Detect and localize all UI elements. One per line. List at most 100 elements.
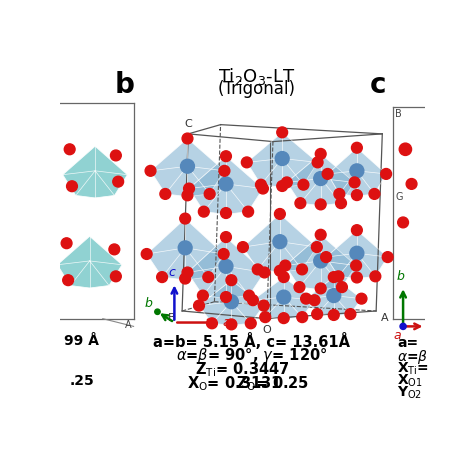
Circle shape xyxy=(182,133,193,144)
Circle shape xyxy=(220,151,231,162)
Circle shape xyxy=(241,157,252,168)
Circle shape xyxy=(274,265,285,276)
Circle shape xyxy=(311,242,322,253)
Polygon shape xyxy=(188,237,264,299)
Circle shape xyxy=(406,179,417,189)
Polygon shape xyxy=(151,138,225,197)
Text: $\alpha$=$\beta$: $\alpha$=$\beta$ xyxy=(397,348,428,366)
Circle shape xyxy=(259,267,270,278)
Text: b: b xyxy=(114,71,134,99)
Polygon shape xyxy=(285,235,356,290)
Polygon shape xyxy=(243,214,317,272)
Polygon shape xyxy=(306,277,362,316)
Circle shape xyxy=(145,165,156,176)
Circle shape xyxy=(207,318,218,328)
Polygon shape xyxy=(189,156,263,214)
Circle shape xyxy=(277,290,291,304)
Circle shape xyxy=(243,206,254,217)
Text: a: a xyxy=(223,316,230,329)
Circle shape xyxy=(314,254,328,268)
Circle shape xyxy=(274,209,285,219)
Circle shape xyxy=(280,260,291,271)
Circle shape xyxy=(198,290,208,301)
Circle shape xyxy=(352,225,362,236)
Circle shape xyxy=(282,177,292,188)
Text: B: B xyxy=(168,312,176,322)
Circle shape xyxy=(183,183,194,194)
Circle shape xyxy=(182,190,193,201)
Circle shape xyxy=(352,190,362,201)
Circle shape xyxy=(203,272,214,283)
Circle shape xyxy=(258,300,269,311)
Text: Ti$_2$O$_3$-LT: Ti$_2$O$_3$-LT xyxy=(218,66,295,87)
Polygon shape xyxy=(287,154,355,206)
Circle shape xyxy=(61,238,72,248)
Text: c: c xyxy=(369,71,386,99)
Circle shape xyxy=(178,241,192,255)
Circle shape xyxy=(334,189,345,200)
Circle shape xyxy=(298,179,309,190)
Circle shape xyxy=(337,282,347,292)
Circle shape xyxy=(180,273,191,284)
Text: A: A xyxy=(125,320,131,330)
Circle shape xyxy=(277,181,288,191)
Circle shape xyxy=(315,283,326,294)
Text: a: a xyxy=(393,329,401,342)
Circle shape xyxy=(225,295,238,309)
Text: X$_{\rm O1}$: X$_{\rm O1}$ xyxy=(397,373,423,389)
Circle shape xyxy=(369,189,380,200)
Circle shape xyxy=(327,289,341,302)
Circle shape xyxy=(345,309,356,319)
Circle shape xyxy=(350,164,364,178)
Circle shape xyxy=(294,282,305,292)
Circle shape xyxy=(246,318,256,328)
Text: Z$_{\rm Ti}$= 0.3447: Z$_{\rm Ti}$= 0.3447 xyxy=(195,360,290,379)
Circle shape xyxy=(64,144,75,155)
Circle shape xyxy=(226,275,237,285)
Circle shape xyxy=(352,142,362,153)
Circle shape xyxy=(356,293,367,304)
Circle shape xyxy=(219,177,233,191)
Circle shape xyxy=(398,217,409,228)
Text: C: C xyxy=(184,119,192,129)
Polygon shape xyxy=(63,146,128,198)
Circle shape xyxy=(352,272,362,283)
Polygon shape xyxy=(247,132,318,187)
Circle shape xyxy=(278,313,289,324)
Circle shape xyxy=(322,169,333,179)
Polygon shape xyxy=(253,277,315,319)
Text: A: A xyxy=(381,312,388,322)
Circle shape xyxy=(312,309,322,319)
Circle shape xyxy=(110,271,121,282)
Circle shape xyxy=(63,275,73,285)
Circle shape xyxy=(275,152,289,165)
Circle shape xyxy=(160,189,171,200)
Circle shape xyxy=(309,295,320,306)
Text: c: c xyxy=(169,266,175,279)
Circle shape xyxy=(315,148,326,159)
Circle shape xyxy=(109,244,120,255)
Text: O: O xyxy=(263,325,271,335)
Polygon shape xyxy=(57,237,122,288)
Circle shape xyxy=(312,157,323,168)
Circle shape xyxy=(220,232,231,242)
Circle shape xyxy=(113,176,124,187)
Circle shape xyxy=(349,177,360,188)
Text: (Trigonal): (Trigonal) xyxy=(218,80,296,98)
Circle shape xyxy=(351,260,362,271)
Text: $\alpha$=$\beta$= 90°, $\gamma$= 120°: $\alpha$=$\beta$= 90°, $\gamma$= 120° xyxy=(176,346,327,365)
Circle shape xyxy=(204,189,215,200)
Circle shape xyxy=(180,213,191,224)
Circle shape xyxy=(226,319,237,330)
Circle shape xyxy=(400,323,406,329)
Circle shape xyxy=(273,235,287,248)
Polygon shape xyxy=(146,219,224,280)
Circle shape xyxy=(220,208,231,219)
Circle shape xyxy=(260,312,271,322)
Text: b: b xyxy=(145,297,153,310)
Circle shape xyxy=(336,198,346,209)
Circle shape xyxy=(350,246,364,260)
Circle shape xyxy=(141,248,152,259)
Circle shape xyxy=(315,199,326,210)
Circle shape xyxy=(244,290,255,301)
